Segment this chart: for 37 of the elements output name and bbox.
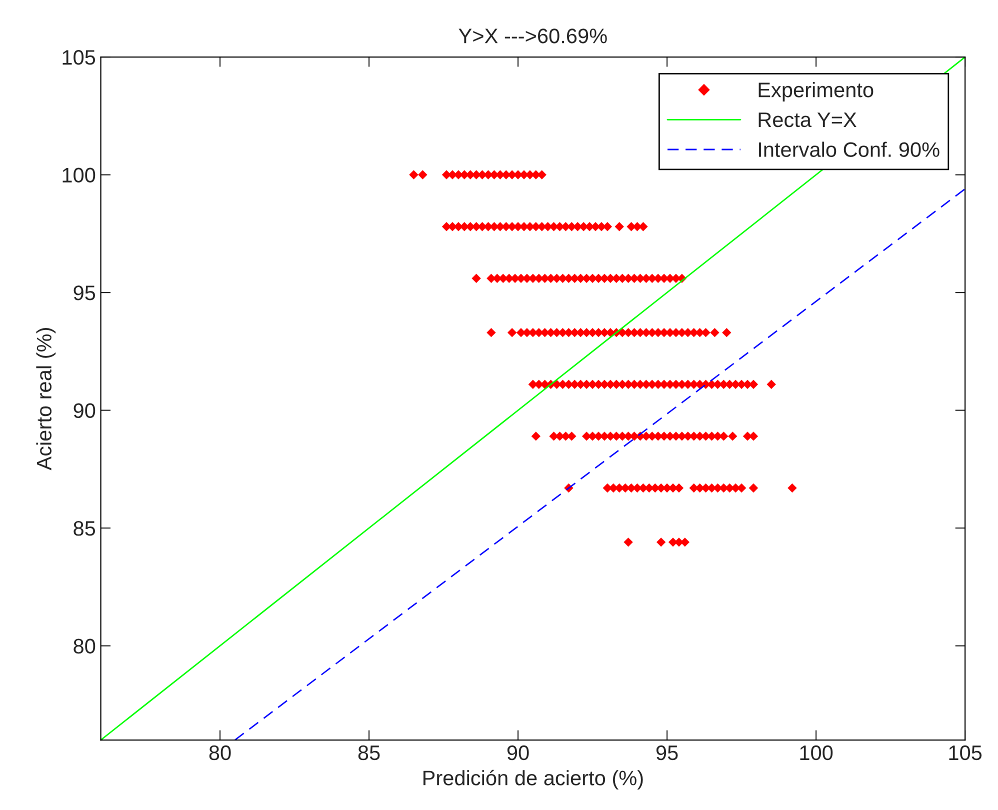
point [728,432,738,441]
point [710,328,720,338]
x-axis-title: Predición de acierto (%) [423,770,643,790]
point [472,274,481,284]
point [638,222,648,232]
y-tick-label: 105 [62,50,96,65]
point [409,170,418,180]
x-tick-label: 80 [209,745,231,760]
point [680,538,690,547]
y-tick-label: 95 [74,286,96,300]
point [656,538,666,547]
y-tick-label: 100 [62,168,96,183]
y-tick-label: 85 [74,521,96,536]
point [602,222,612,232]
legend-label: Experimento [758,82,874,102]
point [624,538,633,547]
point [748,483,758,493]
x-tick-label: 95 [656,745,678,760]
point [614,222,624,232]
x-tick-label: 90 [507,745,529,760]
point [507,328,517,338]
y-tick-label: 90 [74,403,96,418]
point [722,328,732,338]
point [701,328,710,338]
x-tick-label: 100 [800,745,833,760]
point [486,328,496,338]
point [531,432,541,441]
chart-title: Y>X --->60.69% [458,28,607,44]
legend-label: Intervalo Conf. 90% [759,142,940,157]
legend-label: Recta Y=X [758,112,856,128]
point [788,483,797,493]
point [766,380,776,389]
y-axis-title: Acierto real (%) [36,328,56,470]
y-tick-label: 80 [74,638,96,654]
x-tick-label: 105 [949,745,982,760]
x-tick-label: 85 [358,745,380,760]
point [418,170,428,180]
